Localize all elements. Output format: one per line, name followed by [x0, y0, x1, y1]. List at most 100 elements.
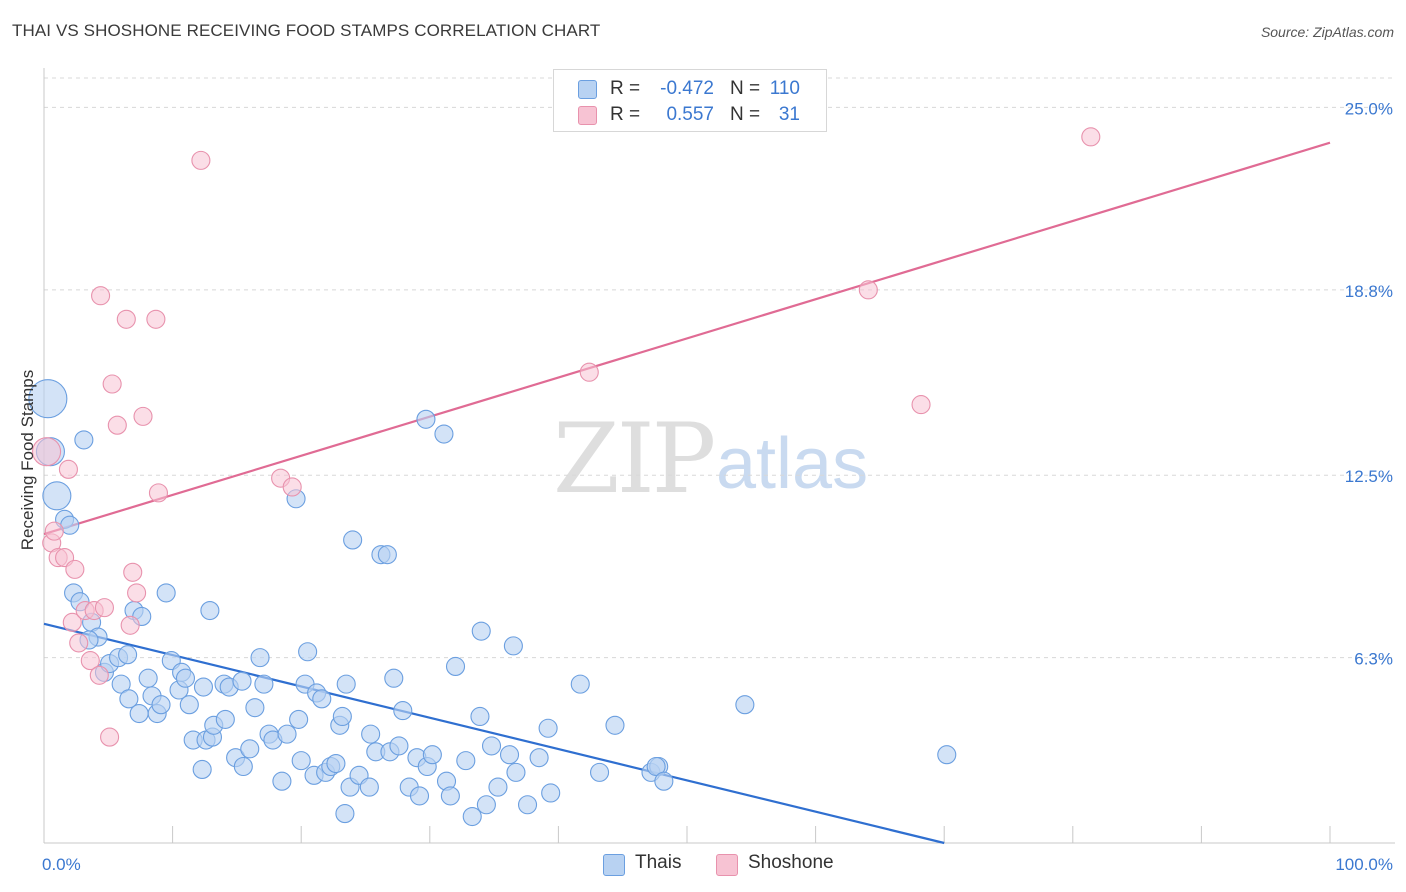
- shoshone-point: [100, 727, 120, 747]
- thais-swatch: [578, 80, 597, 99]
- thais-point: [654, 771, 674, 791]
- shoshone-point: [65, 559, 85, 579]
- thais-point: [215, 709, 235, 729]
- thais-point: [343, 530, 363, 550]
- thais-point: [232, 671, 252, 691]
- thais-point: [119, 689, 139, 709]
- thais-point: [151, 695, 171, 715]
- y-axis-label: Receiving Food Stamps: [18, 370, 37, 550]
- thais-point: [359, 777, 379, 797]
- thais-point: [476, 795, 496, 815]
- shoshone-point: [579, 362, 599, 382]
- thais-point: [377, 545, 397, 565]
- thais-point: [445, 656, 466, 677]
- shoshone-point: [58, 459, 78, 479]
- thais-point: [389, 736, 409, 756]
- n-value: 31: [778, 104, 800, 125]
- legend-row-thais: R = -0.472 N = 110: [554, 76, 826, 102]
- shoshone-point: [62, 612, 82, 632]
- thais-point: [272, 771, 292, 791]
- thais-point: [289, 709, 309, 729]
- grid-lines: [44, 77, 1395, 659]
- thais-point: [192, 759, 212, 779]
- shoshone-point: [44, 521, 64, 541]
- shoshone-point: [146, 309, 166, 329]
- thais-point: [361, 724, 381, 744]
- thais-point: [250, 648, 270, 668]
- thais-point: [277, 724, 297, 744]
- thais-point: [499, 745, 520, 765]
- shoshone-swatch: [716, 854, 738, 876]
- shoshone-point: [1081, 127, 1101, 147]
- shoshone-point: [123, 562, 143, 582]
- shoshone-point: [133, 406, 153, 426]
- thais-point: [481, 736, 502, 756]
- thais-point: [175, 668, 196, 688]
- thais-point: [118, 645, 138, 665]
- thais-point: [332, 706, 352, 727]
- thais-point: [503, 636, 523, 656]
- thais-point: [393, 701, 413, 721]
- thais-swatch: [603, 854, 625, 876]
- shoshone-point: [32, 437, 62, 467]
- thais-point: [74, 430, 94, 450]
- shoshone-point: [282, 477, 302, 497]
- shoshone-trend-line: [43, 141, 1331, 536]
- thais-point: [570, 674, 590, 694]
- source-credit: Source: ZipAtlas.com: [1260, 24, 1394, 40]
- thais-points: [28, 379, 957, 827]
- shoshone-point: [107, 415, 127, 435]
- thais-point: [434, 424, 454, 444]
- shoshone-point: [91, 286, 111, 306]
- shoshone-point: [148, 483, 169, 503]
- thais-point: [605, 715, 625, 735]
- thais-point: [312, 689, 332, 709]
- thais-point: [291, 751, 311, 771]
- thais-point: [529, 748, 549, 768]
- thais-point: [590, 762, 610, 782]
- thais-point: [240, 739, 260, 759]
- thais-point: [28, 379, 68, 419]
- tick-labels: 6.3% 12.5% 18.8% 25.0% 0.0% 100.0% Receiving F…: [18, 99, 1393, 874]
- thais-point: [440, 786, 460, 806]
- chart-title: THAI VS SHOSHONE RECEIVING FOOD STAMPS C…: [12, 21, 601, 40]
- shoshone-point: [191, 150, 211, 170]
- thais-point: [336, 674, 356, 694]
- r-label: R =: [610, 78, 641, 99]
- shoshone-point: [80, 651, 100, 671]
- shoshone-legend-label: Shoshone: [748, 852, 834, 873]
- thais-point: [735, 695, 755, 715]
- y-tick-label: 25.0%: [1345, 99, 1393, 118]
- thais-point: [488, 777, 508, 797]
- thais-point: [937, 745, 957, 765]
- n-value: 110: [769, 78, 800, 99]
- thais-point: [517, 795, 538, 815]
- n-label: N =: [730, 104, 761, 125]
- correlation-legend: R = -0.472 N = 110 R = 0.557 N = 31: [553, 69, 827, 132]
- thais-point: [200, 601, 220, 621]
- thais-point: [42, 481, 72, 511]
- thais-point: [416, 409, 436, 429]
- thais-point: [179, 695, 199, 715]
- shoshone-swatch: [578, 106, 597, 125]
- thais-point: [335, 804, 355, 824]
- thais-point: [193, 677, 214, 697]
- y-tick-label: 6.3%: [1354, 650, 1393, 669]
- shoshone-point: [89, 665, 109, 685]
- y-tick-label: 12.5%: [1345, 467, 1393, 486]
- thais-trend-line: [43, 622, 945, 845]
- shoshone-point: [102, 374, 122, 394]
- thais-legend-label: Thais: [635, 852, 682, 873]
- shoshone-point: [120, 615, 140, 635]
- thais-point: [538, 718, 558, 738]
- watermark-atlas: atlas: [716, 424, 869, 504]
- shoshone-point: [69, 633, 89, 653]
- thais-point: [506, 762, 526, 782]
- shoshone-point: [858, 280, 878, 300]
- thais-point: [384, 668, 404, 688]
- thais-point: [456, 751, 476, 771]
- thais-point: [254, 674, 274, 694]
- shoshone-point: [94, 598, 114, 618]
- x-tick-label: 100.0%: [1335, 855, 1393, 874]
